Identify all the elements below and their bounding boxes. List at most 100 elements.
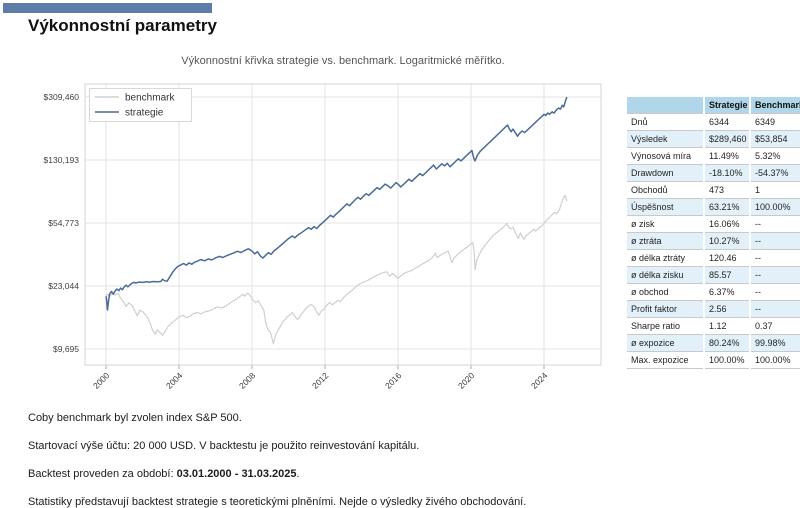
table-row: Drawdown -18.10% -54.37%	[627, 165, 800, 182]
table-header-cell: Benchmark	[751, 97, 800, 114]
table-cell: 6.37%	[705, 284, 749, 301]
table-cell: ø délka ztráty	[627, 250, 703, 267]
table-cell: Max. expozice	[627, 352, 703, 369]
table-cell: 0.37	[751, 318, 800, 335]
stats-table-body: Dnů 6344 6349 Výsledek $289,460 $53,854 Výnoso…	[627, 114, 800, 369]
x-tick-label: 2008	[237, 370, 258, 391]
legend-label-strategie: strategie	[125, 108, 164, 119]
table-cell: 85.57	[705, 267, 749, 284]
table-row: ø ztráta 10.27% --	[627, 233, 800, 250]
table-cell: 2.56	[705, 301, 749, 318]
footer-notes: Coby benchmark byl zvolen index S&P 500.…	[28, 412, 768, 508]
chart-series	[105, 96, 568, 345]
table-row: Úspěšnost 63.21% 100.00%	[627, 199, 800, 216]
table-cell: 6344	[705, 114, 749, 131]
table-cell: --	[751, 233, 800, 250]
table-cell: --	[751, 267, 800, 284]
table-cell: Dnů	[627, 114, 703, 131]
table-row: ø zisk 16.06% --	[627, 216, 800, 233]
table-cell: 5.32%	[751, 148, 800, 165]
table-cell: ø zisk	[627, 216, 703, 233]
plot-border	[84, 83, 602, 366]
table-cell: 99.98%	[751, 335, 800, 352]
x-tick-label: 2000	[91, 370, 112, 391]
note-start-equity: Startovací výše účtu: 20 000 USD. V back…	[28, 440, 420, 452]
y-tick-label: $9,695	[53, 344, 79, 354]
table-row: Dnů 6344 6349	[627, 114, 800, 131]
table-cell: $289,460	[705, 131, 749, 148]
table-cell: 1.12	[705, 318, 749, 335]
chart-legend: benchmark strategie	[89, 88, 192, 122]
chart-canvas: $309,460 $130,193 $54,773 $23,044 $9,695 2000…	[44, 83, 602, 391]
accent-bar	[3, 3, 212, 13]
table-cell: Výsledek	[627, 131, 703, 148]
table-header-cell: Strategie	[705, 97, 749, 114]
table-cell: 11.49%	[705, 148, 749, 165]
x-tick-label: 2012	[310, 370, 331, 391]
table-cell: 100.00%	[751, 352, 800, 369]
chart-gridlines	[85, 84, 601, 369]
y-tick-label: $23,044	[48, 281, 79, 291]
table-cell: ø délka zisku	[627, 267, 703, 284]
table-cell: ø expozice	[627, 335, 703, 352]
table-cell: 120.46	[705, 250, 749, 267]
axis-tick-labels: $309,460 $130,193 $54,773 $23,044 $9,695 2000…	[44, 92, 550, 391]
table-row: ø délka zisku 85.57 --	[627, 267, 800, 284]
table-cell: --	[751, 216, 800, 233]
table-cell: Obchodů	[627, 182, 703, 199]
table-cell: -18.10%	[705, 165, 749, 182]
stats-table-header: Strategie Benchmark	[627, 97, 800, 114]
strategie-line	[105, 96, 568, 311]
table-cell: 1	[751, 182, 800, 199]
table-row: Max. expozice 100.00% 100.00%	[627, 352, 800, 369]
table-row: Sharpe ratio 1.12 0.37	[627, 318, 800, 335]
table-cell: --	[751, 301, 800, 318]
table-row: ø expozice 80.24% 99.98%	[627, 335, 800, 352]
table-row: Výnosová míra 11.49% 5.32%	[627, 148, 800, 165]
performance-chart: Výkonnostní křivka strategie vs. benchma…	[0, 50, 620, 400]
table-cell: Drawdown	[627, 165, 703, 182]
chart-subtitle: Výkonnostní křivka strategie vs. benchma…	[181, 55, 505, 67]
table-row: Profit faktor 2.56 --	[627, 301, 800, 318]
table-cell: --	[751, 284, 800, 301]
y-tick-label: $309,460	[44, 92, 80, 102]
table-cell: 100.00%	[705, 352, 749, 369]
table-row: Výsledek $289,460 $53,854	[627, 131, 800, 148]
table-cell: $53,854	[751, 131, 800, 148]
table-header-cell	[627, 97, 703, 114]
table-cell: Výnosová míra	[627, 148, 703, 165]
x-tick-label: 2020	[456, 370, 477, 391]
table-row: ø délka ztráty 120.46 --	[627, 250, 800, 267]
table-cell: 63.21%	[705, 199, 749, 216]
note-benchmark: Coby benchmark byl zvolen index S&P 500.	[28, 412, 242, 424]
note-period: Backtest proveden za období: 03.01.2000 …	[28, 468, 300, 480]
table-cell: --	[751, 250, 800, 267]
table-header-row: Strategie Benchmark	[627, 97, 800, 114]
table-cell: ø obchod	[627, 284, 703, 301]
benchmark-line	[105, 194, 568, 345]
legend-box	[89, 88, 192, 122]
y-tick-label: $54,773	[48, 218, 79, 228]
table-cell: -54.37%	[751, 165, 800, 182]
table-cell: Profit faktor	[627, 301, 703, 318]
table-cell: 10.27%	[705, 233, 749, 250]
table-cell: 80.24%	[705, 335, 749, 352]
x-tick-label: 2024	[529, 370, 550, 391]
table-cell: 16.06%	[705, 216, 749, 233]
table-cell: 6349	[751, 114, 800, 131]
table-row: ø obchod 6.37% --	[627, 284, 800, 301]
x-tick-label: 2004	[164, 370, 185, 391]
backtest-period: 03.01.2000 - 31.03.2025	[176, 468, 297, 480]
table-cell: 100.00%	[751, 199, 800, 216]
page-title: Výkonnostní parametry	[28, 16, 217, 35]
table-cell: Sharpe ratio	[627, 318, 703, 335]
table-cell: ø ztráta	[627, 233, 703, 250]
table-cell: 473	[705, 182, 749, 199]
legend-label-benchmark: benchmark	[125, 93, 175, 104]
table-row: Obchodů 473 1	[627, 182, 800, 199]
note-disclaimer: Statistiky představují backtest strategi…	[28, 496, 527, 508]
table-cell: Úspěšnost	[627, 199, 703, 216]
x-tick-label: 2016	[383, 370, 404, 391]
y-tick-label: $130,193	[44, 155, 80, 165]
